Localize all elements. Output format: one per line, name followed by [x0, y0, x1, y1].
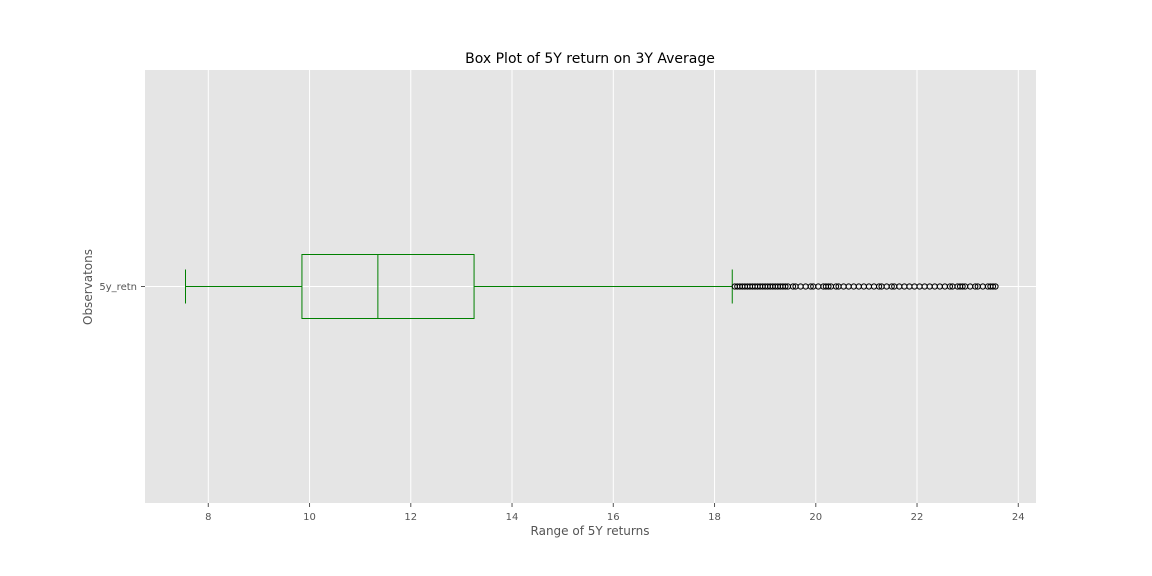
- iqr-box: [301, 254, 475, 319]
- x-tick-label: 12: [404, 512, 417, 523]
- outlier-point: [946, 283, 954, 290]
- x-tick-label: 14: [506, 512, 519, 523]
- outlier-point: [807, 283, 814, 290]
- y-tick-label: 5y_retn: [99, 282, 137, 293]
- outlier-points: [731, 283, 999, 290]
- axis-ticks: 8 10 12 14 16 18 20 22 24 5y_retn: [99, 282, 1024, 523]
- outlier-point: [989, 283, 997, 290]
- outlier-point: [875, 283, 883, 290]
- x-tick-label: 18: [708, 512, 721, 523]
- outlier-point: [825, 283, 832, 290]
- outlier-point: [959, 283, 966, 290]
- outlier-point: [992, 283, 999, 290]
- y-axis-label: Observatons: [81, 249, 95, 325]
- outlier-point: [832, 283, 840, 290]
- box-series: [185, 254, 733, 319]
- x-tick-label: 20: [809, 512, 822, 523]
- outlier-point: [782, 283, 789, 290]
- x-tick-label: 10: [303, 512, 316, 523]
- x-tick-label: 22: [911, 512, 924, 523]
- outlier-point: [888, 283, 895, 290]
- outlier-point: [789, 283, 797, 290]
- x-tick-label: 24: [1012, 512, 1025, 523]
- chart-title: Box Plot of 5Y return on 3Y Average: [465, 51, 715, 67]
- x-tick-label: 8: [205, 512, 211, 523]
- x-tick-label: 16: [607, 512, 620, 523]
- outlier-point: [972, 283, 979, 290]
- x-axis-label: Range of 5Y returns: [531, 524, 650, 538]
